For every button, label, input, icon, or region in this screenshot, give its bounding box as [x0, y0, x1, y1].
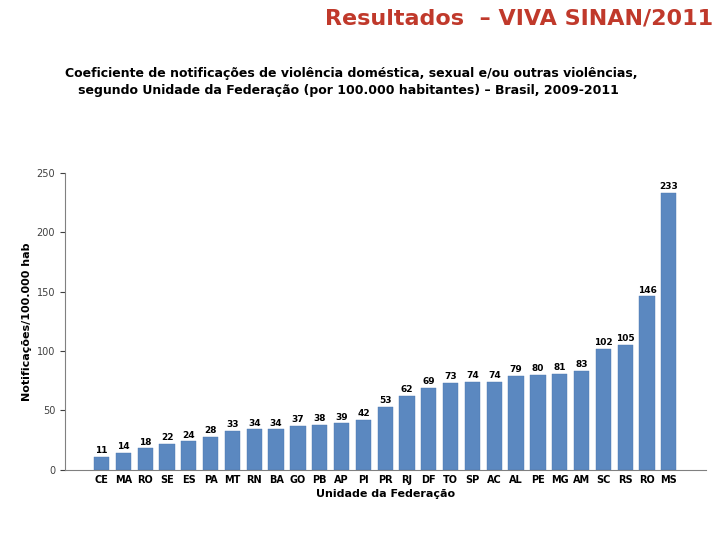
Bar [508, 376, 523, 470]
Text: 11: 11 [95, 446, 108, 455]
Bar [443, 383, 459, 470]
Text: 74: 74 [488, 371, 500, 380]
Bar [531, 375, 546, 470]
Bar [138, 448, 153, 470]
Bar [116, 453, 131, 470]
Bar [421, 388, 436, 470]
Bar [203, 436, 218, 470]
Text: 14: 14 [117, 442, 130, 451]
Bar [312, 424, 328, 470]
Text: 146: 146 [638, 286, 657, 295]
Bar [334, 423, 349, 470]
Text: 18: 18 [139, 437, 151, 447]
Text: Resultados  – VIVA SINAN/2011: Resultados – VIVA SINAN/2011 [325, 8, 713, 28]
Text: 34: 34 [248, 418, 261, 428]
Text: 22: 22 [161, 433, 174, 442]
Text: 233: 233 [660, 182, 678, 191]
Text: segundo Unidade da Federação (por 100.000 habitantes) – Brasil, 2009-2011: segundo Unidade da Federação (por 100.00… [65, 84, 618, 97]
Text: 38: 38 [313, 414, 326, 423]
Text: 24: 24 [183, 430, 195, 440]
Bar [552, 374, 567, 470]
Text: 37: 37 [292, 415, 305, 424]
Text: 34: 34 [270, 418, 282, 428]
Text: Coeficiente de notificações de violência doméstica, sexual e/ou outras violência: Coeficiente de notificações de violência… [65, 68, 637, 80]
Bar [377, 407, 393, 470]
Text: 105: 105 [616, 334, 634, 343]
Text: 74: 74 [466, 371, 479, 380]
Bar [181, 441, 197, 470]
Text: 73: 73 [444, 372, 457, 381]
Text: 53: 53 [379, 396, 392, 405]
Bar [159, 444, 175, 470]
Bar [618, 345, 633, 470]
Bar [356, 420, 371, 470]
Text: 81: 81 [554, 363, 566, 372]
Text: 33: 33 [226, 420, 239, 429]
Bar [595, 349, 611, 470]
Text: 79: 79 [510, 365, 523, 374]
X-axis label: Unidade da Federação: Unidade da Federação [315, 489, 455, 499]
Bar [465, 382, 480, 470]
Text: 69: 69 [423, 377, 435, 386]
Bar [290, 426, 305, 470]
Text: 102: 102 [594, 338, 613, 347]
Bar [94, 457, 109, 470]
Text: 28: 28 [204, 426, 217, 435]
Bar [639, 296, 654, 470]
Bar [400, 396, 415, 470]
Y-axis label: Notificações/100.000 hab: Notificações/100.000 hab [22, 242, 32, 401]
Text: 80: 80 [532, 364, 544, 373]
Bar [269, 429, 284, 470]
Text: 62: 62 [401, 386, 413, 394]
Text: 42: 42 [357, 409, 369, 418]
Text: 39: 39 [336, 413, 348, 422]
Bar [487, 382, 502, 470]
Bar [247, 429, 262, 470]
Bar [225, 430, 240, 470]
Text: 83: 83 [575, 360, 588, 369]
Bar [661, 193, 677, 470]
Bar [574, 371, 589, 470]
